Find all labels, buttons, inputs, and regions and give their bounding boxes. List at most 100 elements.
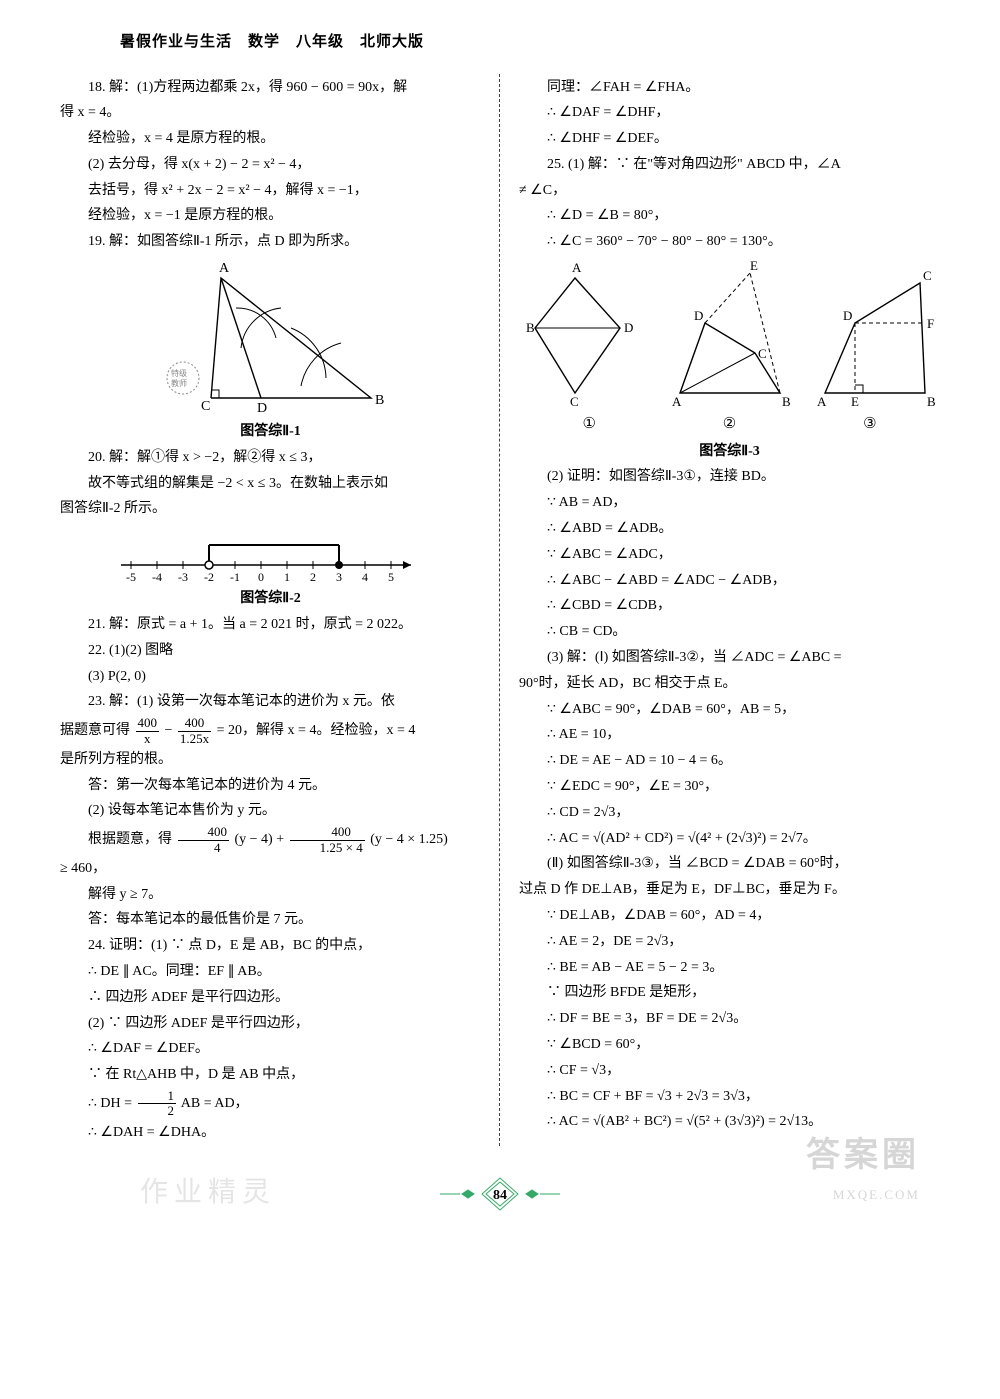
text: ∴ BC = CF + BF = √3 + 2√3 = 3√3， (519, 1085, 940, 1109)
left-column: 18. 解：(1)方程两边都乘 2x，得 960 − 600 = 90x，解 得… (60, 74, 481, 1147)
text: (2) 设每本笔记本售价为 y 元。 (60, 799, 481, 823)
svg-text:E: E (750, 258, 758, 273)
text: ∴ ∠ABD = ∠ADB。 (519, 517, 940, 541)
text: ∴ ∠DAF = ∠DEF。 (60, 1037, 481, 1061)
svg-text:3: 3 (336, 570, 342, 584)
svg-text:教师: 教师 (171, 378, 187, 388)
svg-text:C: C (201, 399, 210, 414)
text: ∴ ∠D = ∠B = 80°， (519, 204, 940, 228)
text: 19. 解：如图答综Ⅱ-1 所示，点 D 即为所求。 (60, 230, 481, 254)
text: ∵ ∠EDC = 90°，∠E = 30°， (519, 775, 940, 799)
text: 图答综Ⅱ-2 所示。 (60, 497, 481, 521)
figure-1: A B C D 特级 教师 (60, 258, 481, 418)
text: (2) 去分母，得 x(x + 2) − 2 = x² − 4， (60, 153, 481, 177)
svg-text:D: D (257, 401, 267, 416)
text: 解得 y ≥ 7。 (60, 883, 481, 907)
text: ∴ BE = AB − AE = 5 − 2 = 3。 (519, 956, 940, 980)
svg-text:C: C (570, 394, 579, 408)
text: ∴ AE = 2，DE = 2√3， (519, 930, 940, 954)
svg-text:-4: -4 (152, 570, 162, 584)
text: (2) 证明：如图答综Ⅱ-3①，连接 BD。 (519, 465, 940, 489)
svg-text:B: B (927, 394, 936, 408)
equation-line: ∴ DH = 12 AB = AD， (60, 1089, 481, 1119)
svg-text:B: B (526, 320, 535, 335)
text: ∴ ∠DHF = ∠DEF。 (519, 127, 940, 151)
svg-text:1: 1 (284, 570, 290, 584)
text: ∴ CB = CD。 (519, 620, 940, 644)
equation-line: 根据题意，得 4004 (y − 4) + 4001.25 × 4 (y − 4… (60, 825, 481, 855)
text: 故不等式组的解集是 −2 < x ≤ 3。在数轴上表示如 (60, 472, 481, 496)
text: 去括号，得 x² + 2x − 2 = x² − 4，解得 x = −1， (60, 179, 481, 203)
figure-1-caption: 图答综Ⅱ-1 (60, 420, 481, 444)
text: 答：每本笔记本的最低售价是 7 元。 (60, 908, 481, 932)
text: ∴ ∠DAF = ∠DHF， (519, 101, 940, 125)
text: ∵ ∠ABC = ∠ADC， (519, 543, 940, 567)
watermark-left: 作业精灵 (140, 1169, 276, 1217)
text: 经检验，x = −1 是原方程的根。 (60, 204, 481, 228)
text: ∴ AC = √(AD² + CD²) = √(4² + (2√3)²) = 2… (519, 827, 940, 851)
svg-text:2: 2 (310, 570, 316, 584)
text: ∴ AE = 10， (519, 723, 940, 747)
two-column-layout: 18. 解：(1)方程两边都乘 2x，得 960 − 600 = 90x，解 得… (60, 74, 940, 1147)
text: (Ⅱ) 如图答综Ⅱ-3③，当 ∠BCD = ∠DAB = 60°时， (519, 852, 940, 876)
text: (3) 解：(Ⅰ) 如图答综Ⅱ-3②，当 ∠ADC = ∠ABC = (519, 646, 940, 670)
text: ∵ ∠BCD = 60°， (519, 1033, 940, 1057)
svg-text:-5: -5 (126, 570, 136, 584)
svg-text:B: B (375, 393, 384, 408)
text: ∴ CD = 2√3， (519, 801, 940, 825)
svg-text:A: A (672, 394, 682, 408)
text: 是所列方程的根。 (60, 748, 481, 772)
svg-text:-1: -1 (230, 570, 240, 584)
text: ∴ ∠CBD = ∠CDB， (519, 594, 940, 618)
page-number-ornament: 84 (440, 1176, 560, 1212)
text: ∵ DE⊥AB，∠DAB = 60°，AD = 4， (519, 904, 940, 928)
svg-text:D: D (694, 308, 703, 323)
svg-text:5: 5 (388, 570, 394, 584)
svg-text:特级: 特级 (171, 368, 187, 378)
svg-text:C: C (923, 268, 932, 283)
page-header: 暑假作业与生活 数学 八年级 北师大版 (60, 30, 940, 56)
text: 24. 证明：(1) ∵ 点 D，E 是 AB，BC 的中点， (60, 934, 481, 958)
svg-text:0: 0 (258, 570, 264, 584)
page-footer: 作业精灵 84 答案圈 MXQE.COM (60, 1176, 940, 1216)
text: ∵ AB = AD， (519, 491, 940, 515)
text: ≥ 460， (60, 857, 481, 881)
svg-text:D: D (624, 320, 633, 335)
figure-2-numberline: -5 -4 -3 -2 -1 0 1 2 3 4 5 (60, 525, 481, 585)
text: ≠ ∠C， (519, 179, 940, 203)
text: (2) ∵ 四边形 ADEF 是平行四边形， (60, 1012, 481, 1036)
text: ∴ DE ∥ AC。同理：EF ∥ AB。 (60, 960, 481, 984)
text: 答：第一次每本笔记本的进价为 4 元。 (60, 774, 481, 798)
text: ∴ ∠ABC − ∠ABD = ∠ADC − ∠ADB， (519, 569, 940, 593)
svg-text:C: C (758, 346, 767, 361)
text: ∴ ∠DAH = ∠DHA。 (60, 1121, 481, 1145)
column-divider (499, 74, 501, 1147)
text: 25. (1) 解：∵ 在"等对角四边形" ABCD 中，∠A (519, 153, 940, 177)
figure-3-caption: 图答综Ⅱ-3 (519, 440, 940, 464)
svg-text:D: D (843, 308, 852, 323)
svg-text:A: A (572, 260, 582, 275)
text: ∴ DE = AE − AD = 10 − 4 = 6。 (519, 749, 940, 773)
svg-text:84: 84 (493, 1188, 507, 1203)
text: ∵ 四边形 BFDE 是矩形， (519, 981, 940, 1005)
figure-3: A B C D A B C D E (519, 258, 940, 408)
text: (3) P(2, 0) (60, 665, 481, 689)
svg-text:-2: -2 (204, 570, 214, 584)
figure-2-caption: 图答综Ⅱ-2 (60, 587, 481, 611)
text: ∴ 四边形 ADEF 是平行四边形。 (60, 986, 481, 1010)
equation-line: 据题意可得 400x − 4001.25x = 20，解得 x = 4。经检验，… (60, 716, 481, 746)
svg-text:E: E (851, 394, 859, 408)
svg-text:-3: -3 (178, 570, 188, 584)
text: ∴ CF = √3， (519, 1059, 940, 1083)
svg-text:A: A (219, 261, 230, 276)
svg-text:F: F (927, 316, 934, 331)
text: 21. 解：原式 = a + 1。当 a = 2 021 时，原式 = 2 02… (60, 613, 481, 637)
figure-3-labels: ① ② ③ (519, 412, 940, 438)
text: 90°时，延长 AD，BC 相交于点 E。 (519, 672, 940, 696)
right-column: 同理：∠FAH = ∠FHA。 ∴ ∠DAF = ∠DHF， ∴ ∠DHF = … (519, 74, 940, 1147)
text: 经检验，x = 4 是原方程的根。 (60, 127, 481, 151)
text: 22. (1)(2) 图略 (60, 639, 481, 663)
text: ∴ DF = BE = 3，BF = DE = 2√3。 (519, 1007, 940, 1031)
text: 得 x = 4。 (60, 101, 481, 125)
svg-text:B: B (782, 394, 791, 408)
